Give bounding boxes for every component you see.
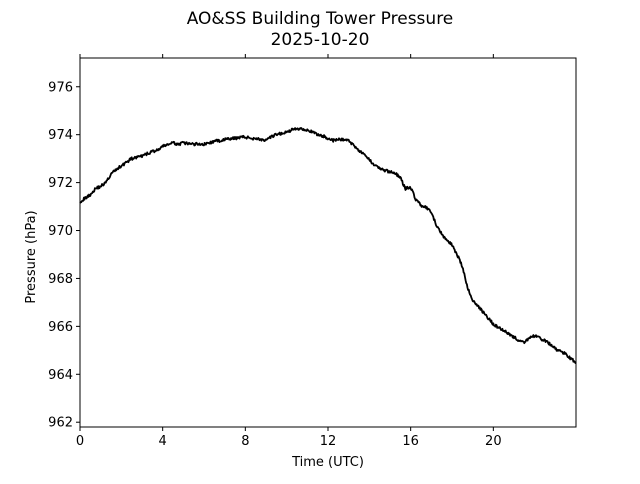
y-tick-label: 962 <box>48 416 73 431</box>
y-tick-label: 968 <box>48 272 73 287</box>
x-tick-label: 20 <box>485 434 502 449</box>
chart-title: AO&SS Building Tower Pressure <box>187 9 454 29</box>
x-axis-label: Time (UTC) <box>291 455 364 470</box>
y-tick-label: 976 <box>48 80 73 95</box>
y-tick-label: 972 <box>48 176 73 191</box>
x-tick-label: 16 <box>402 434 419 449</box>
y-tick-label: 970 <box>48 224 73 239</box>
x-tick-label: 12 <box>320 434 337 449</box>
x-tick-label: 0 <box>76 434 84 449</box>
y-tick-label: 974 <box>48 128 73 143</box>
axes-frame <box>79 57 577 428</box>
chart-subtitle: 2025-10-20 <box>271 30 370 50</box>
x-tick-label: 4 <box>159 434 167 449</box>
pressure-series-line <box>79 127 577 364</box>
y-tick-label: 964 <box>48 368 73 383</box>
y-axis-label: Pressure (hPa) <box>24 210 39 303</box>
axis-ticks: 0 4 8 12 16 20 962 964 966 968 970 972 974 976 <box>48 54 502 449</box>
x-tick-label: 8 <box>241 434 249 449</box>
y-tick-label: 966 <box>48 320 73 335</box>
